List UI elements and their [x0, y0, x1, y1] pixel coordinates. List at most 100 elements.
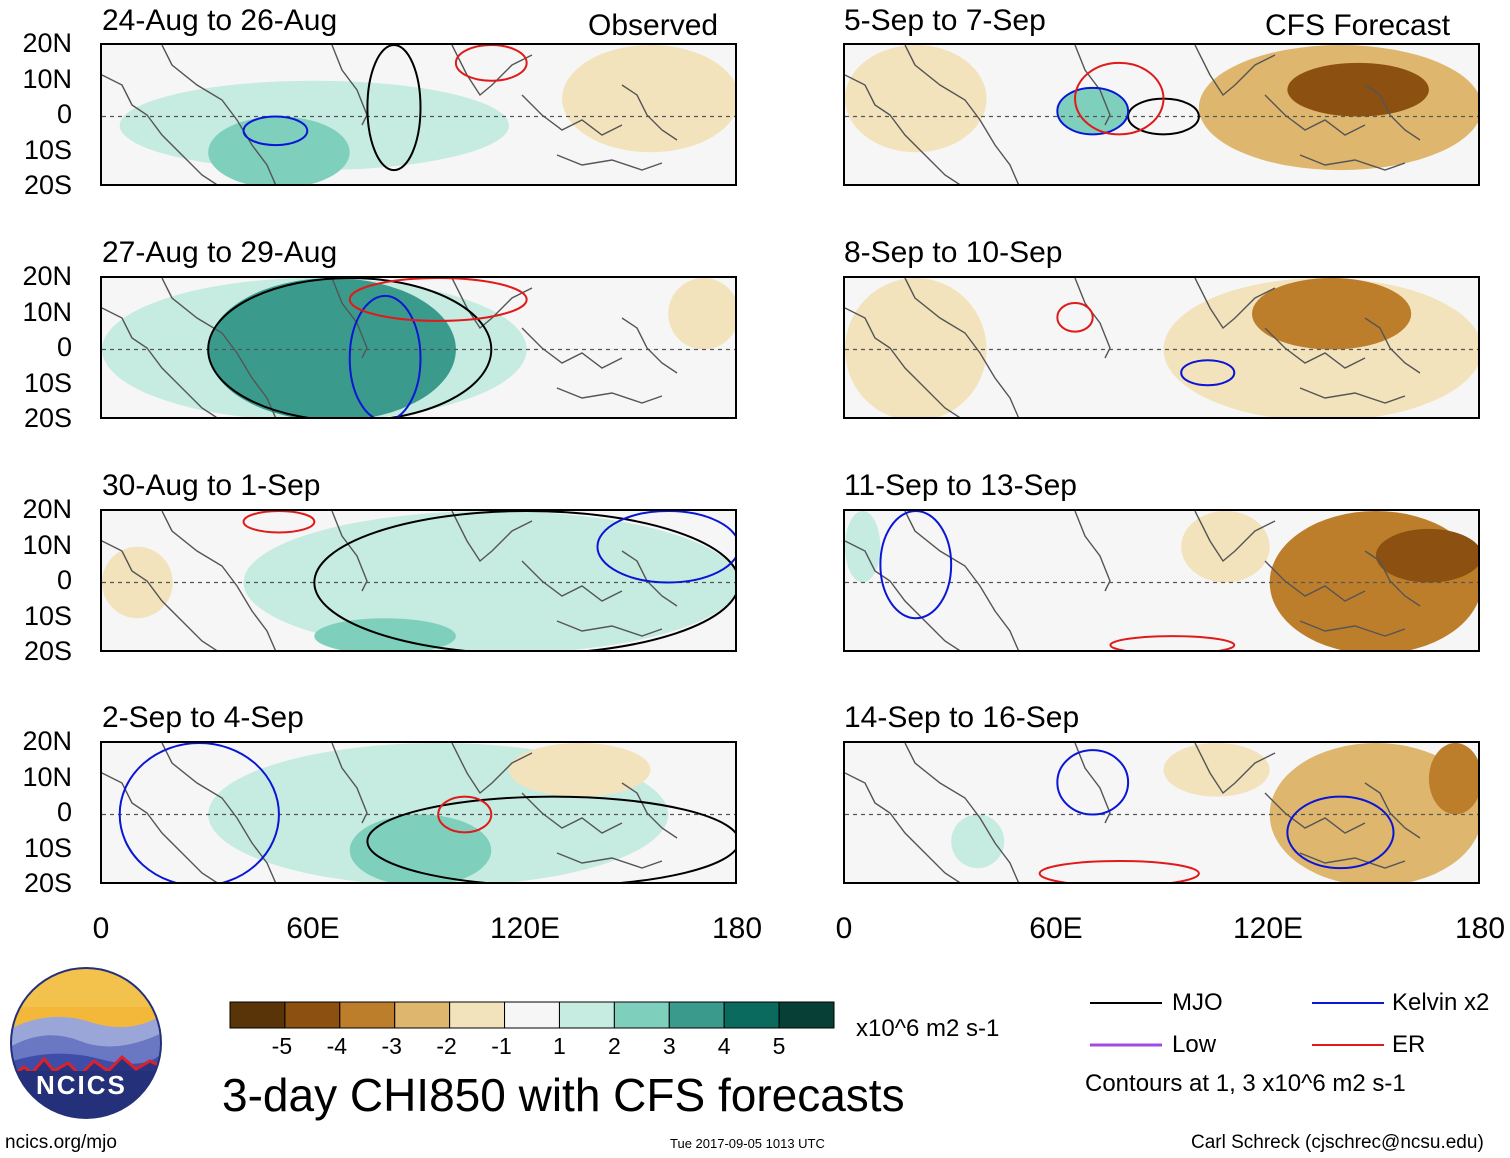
coastline-8-4 — [1194, 743, 1276, 795]
panel-plot-7 — [845, 511, 1478, 650]
coastline-1-3 — [331, 45, 368, 126]
coastline-3-2 — [161, 511, 277, 650]
coastline-7-4 — [1194, 511, 1276, 563]
lon-tick-0-left: 0 — [92, 912, 110, 945]
coastline-6-3 — [1074, 278, 1111, 359]
er-contour-8-3 — [1038, 859, 1200, 882]
coastline-8-6 — [1299, 852, 1406, 869]
anomaly-region-8-2 — [1269, 743, 1478, 882]
coastline-3-3 — [331, 511, 368, 592]
coastline-1-2 — [161, 45, 277, 184]
units-label: x10^6 m2 s-1 — [856, 1015, 1000, 1042]
anomaly-region-3-2 — [314, 618, 456, 650]
colorbar-segment-11 — [778, 1001, 835, 1029]
anomaly-region-3-1 — [243, 511, 735, 650]
er-contour-1-3 — [454, 45, 528, 82]
anomaly-region-2-1 — [208, 278, 456, 417]
anomaly-region-7-1 — [1375, 528, 1478, 583]
coastline-7-2 — [904, 511, 1020, 650]
coastline-6-6 — [1299, 387, 1406, 404]
lat-tick-3-20s: 20S — [23, 636, 72, 666]
coastline-4-5 — [521, 792, 623, 834]
coastline-5-1 — [845, 74, 961, 184]
coastline-5-7 — [1364, 84, 1421, 141]
lat-tick-2-0: 0 — [56, 332, 72, 362]
colorbar-segment-4 — [394, 1001, 451, 1029]
coastline-1-7 — [621, 84, 678, 141]
panel-title-8: 14-Sep to 16-Sep — [844, 701, 1080, 734]
map-panel-8 — [843, 741, 1480, 884]
coastline-1-4 — [451, 45, 533, 97]
logo-text: NCICS — [36, 1070, 127, 1100]
colorbar-tick-label: -5 — [271, 1033, 293, 1059]
colorbar-segment-8 — [613, 1001, 670, 1029]
coastline-1-6 — [556, 154, 663, 171]
lat-tick-3-0: 0 — [56, 565, 72, 595]
panel-plot-8 — [845, 743, 1478, 882]
map-panel-1 — [100, 43, 737, 186]
coastline-6-7 — [1364, 317, 1421, 374]
lat-tick-1-10n: 10N — [22, 63, 72, 94]
mjo-contour-2-1 — [207, 278, 493, 417]
coastline-2-1 — [102, 307, 218, 417]
anomaly-region-8-4 — [951, 814, 1005, 869]
er-contour-4-3 — [437, 795, 493, 834]
lat-tick-4-20n: 20N — [22, 726, 72, 756]
anomaly-region-2-3 — [668, 278, 735, 350]
coastline-5-4 — [1194, 45, 1276, 97]
er-contour-5-3 — [1074, 61, 1165, 136]
coastline-4-3 — [331, 743, 368, 824]
main-title: 3-day CHI850 with CFS forecasts — [222, 1069, 905, 1121]
colorbar-tick-label: -4 — [326, 1033, 348, 1059]
contour-note: Contours at 1, 3 x10^6 m2 s-1 — [1085, 1070, 1406, 1097]
coastline-5-6 — [1299, 154, 1406, 171]
er-contour-7-2 — [1109, 635, 1236, 650]
coastline-8-2 — [904, 743, 1020, 882]
anomaly-region-5-3 — [845, 45, 987, 153]
coastline-2-2 — [161, 278, 277, 417]
map-panel-4 — [100, 741, 737, 884]
coastline-2-7 — [621, 317, 678, 374]
coastline-7-7 — [1364, 550, 1421, 607]
colorbar-tick-label: -3 — [381, 1033, 402, 1059]
coastline-2-5 — [521, 327, 623, 369]
map-panel-3 — [100, 509, 737, 652]
er-contour-3-3 — [242, 511, 316, 534]
coastline-2-3 — [331, 278, 368, 359]
coastline-4-6 — [556, 852, 663, 869]
coastline-7-1 — [845, 540, 961, 650]
colorbar-tick-label: -1 — [491, 1033, 512, 1059]
legend-lines — [1090, 1002, 1384, 1047]
kelvin-contour-2-2 — [348, 294, 422, 417]
coastline-7-3 — [1074, 511, 1111, 592]
coastline-4-2 — [161, 743, 277, 882]
panel-title-4: 2-Sep to 4-Sep — [102, 701, 304, 734]
coastline-8-5 — [1264, 792, 1366, 834]
lat-tick-1-20n: 20N — [22, 28, 72, 58]
panel-title-7: 11-Sep to 13-Sep — [844, 469, 1077, 502]
colorbar-segment-9 — [668, 1001, 725, 1029]
colorbar-segment-1 — [229, 1001, 286, 1029]
kelvin-contour-6-1 — [1180, 359, 1236, 387]
anomaly-region-4-3 — [508, 743, 651, 797]
colorbar-tick-label: 2 — [607, 1033, 621, 1059]
coastline-2-6 — [556, 387, 663, 404]
lat-tick-2-20s: 20S — [23, 403, 72, 433]
lon-tick-60e-right: 60E — [1029, 912, 1083, 945]
site-link[interactable]: ncics.org/mjo — [5, 1132, 117, 1153]
coastline-7-6 — [1299, 620, 1406, 637]
colorbar-tick-label: 1 — [553, 1033, 566, 1059]
panel-title-3: 30-Aug to 1-Sep — [102, 469, 321, 502]
lat-tick-1-0: 0 — [56, 99, 72, 129]
coastline-8-7 — [1364, 782, 1421, 839]
lon-tick-60e-left: 60E — [286, 912, 340, 945]
er-contour-2-3 — [348, 278, 528, 322]
lat-tick-4-10s: 10S — [23, 832, 72, 863]
anomaly-region-1-1 — [208, 116, 350, 184]
anomaly-region-7-3 — [1181, 511, 1270, 583]
colorbar-tick-label: 4 — [717, 1033, 731, 1059]
anomaly-region-1-3 — [562, 45, 735, 153]
panel-plot-1 — [102, 45, 735, 184]
lat-tick-3-10s: 10S — [23, 600, 72, 631]
colorbar-segment-3 — [339, 1001, 396, 1029]
